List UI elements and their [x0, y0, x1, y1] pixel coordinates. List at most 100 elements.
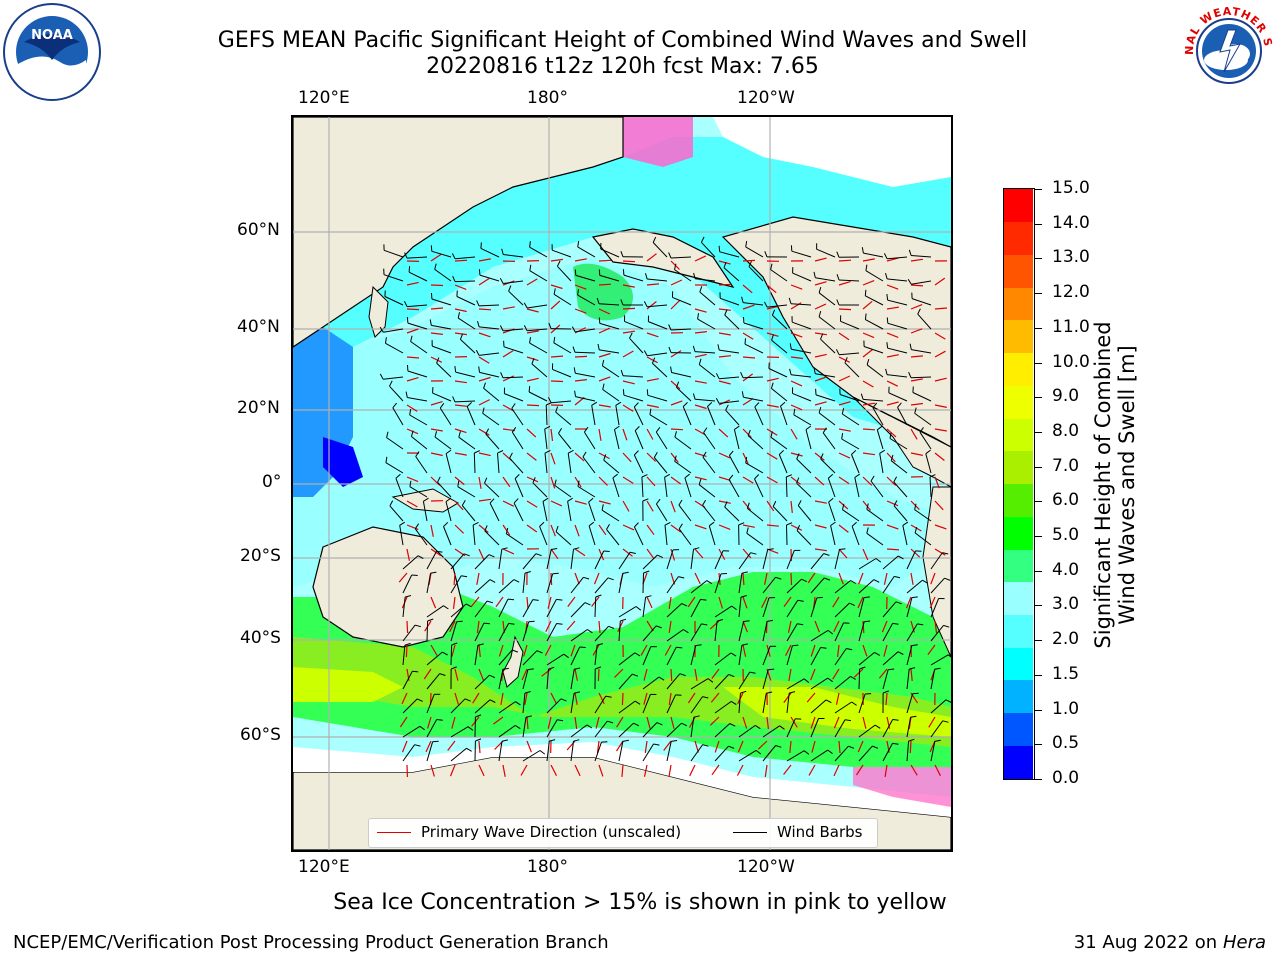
wind-barb-flag	[598, 269, 601, 276]
wave-direction-arrow	[862, 300, 873, 310]
wind-barb	[511, 408, 524, 426]
wave-direction-arrow	[814, 476, 825, 486]
wave-direction-arrow	[550, 380, 564, 383]
wave-direction-arrow	[694, 668, 698, 681]
wind-barb-flag	[603, 550, 610, 552]
wind-barb	[460, 339, 476, 354]
wind-barb	[786, 645, 793, 666]
wind-barb	[450, 698, 466, 714]
wave-direction-arrow	[399, 716, 408, 728]
wave-direction-arrow	[934, 404, 947, 408]
wave-direction-arrow	[886, 380, 899, 387]
land-north-america	[721, 216, 951, 448]
colorbar-tick-mark	[1035, 640, 1042, 642]
wave-direction-arrow	[478, 376, 491, 382]
wave-direction-arrow	[927, 644, 936, 656]
wind-barb	[546, 698, 562, 714]
wind-barb-flag	[922, 579, 928, 584]
wind-barb-flag	[634, 652, 641, 657]
wind-barb	[583, 431, 596, 450]
wave-direction-arrow	[886, 354, 899, 358]
wind-barb	[553, 342, 572, 354]
wind-barb-flag	[734, 425, 740, 430]
wind-barb-flag	[917, 308, 921, 315]
wave-direction-arrow	[454, 284, 467, 290]
wind-barb	[810, 577, 825, 594]
wind-barb-flag	[583, 576, 590, 580]
wind-barb-flag	[692, 345, 696, 352]
wind-barb-flag	[764, 251, 768, 258]
wind-barb-flag	[674, 263, 677, 270]
wave-direction-arrow	[663, 740, 672, 751]
wind-barb-flag	[392, 402, 397, 409]
wind-barb	[618, 722, 634, 738]
wind-barb-flag	[879, 449, 886, 454]
wind-barb	[623, 274, 644, 282]
wind-barb-flag	[622, 739, 629, 742]
wind-barb-flag	[511, 403, 516, 409]
wind-barb-flag	[890, 454, 894, 461]
wind-barb-flag	[702, 451, 707, 458]
graticule	[293, 117, 951, 850]
wind-barb	[606, 529, 620, 546]
wind-barb	[842, 509, 860, 522]
wind-barb	[399, 525, 404, 546]
colorbar-tick-mark	[1035, 397, 1042, 399]
wave-direction-arrow	[598, 308, 611, 315]
wind-barb	[642, 676, 660, 690]
wind-barb	[815, 277, 836, 282]
wave-direction-arrow	[478, 476, 482, 489]
wind-barb-flag	[437, 476, 441, 483]
wind-barb-flag	[743, 620, 750, 622]
wind-barb	[762, 693, 767, 714]
wind-barb	[912, 392, 932, 402]
wind-barb	[858, 668, 861, 690]
wave-direction-arrow	[878, 668, 888, 679]
wind-barb-flag	[909, 343, 912, 350]
wave-direction-arrow	[454, 692, 459, 705]
wave-direction-arrow	[502, 375, 515, 382]
wind-barb	[866, 364, 884, 378]
wind-barb-flag	[646, 389, 649, 396]
colorbar-segment	[1004, 319, 1033, 354]
wave-direction-arrow	[493, 716, 504, 725]
colorbar-segment	[1004, 581, 1033, 615]
wind-barb	[746, 532, 764, 546]
wind-barb	[708, 525, 716, 546]
wave-direction-arrow	[454, 332, 467, 336]
sea-ice-antarctic	[293, 742, 951, 817]
wave-direction-arrow	[910, 304, 923, 310]
wind-barb-flag	[668, 252, 672, 259]
wind-barb-flag	[483, 622, 490, 625]
wind-barb-flag	[445, 497, 452, 503]
wind-barb-flag	[850, 580, 857, 584]
wind-barb-flag	[408, 266, 411, 273]
wave-direction-arrow	[694, 524, 707, 530]
wave-direction-arrow	[814, 620, 820, 633]
wind-barb-flag	[513, 579, 520, 583]
wind-barb	[539, 526, 548, 546]
wave-direction-arrow	[694, 308, 707, 313]
wind-barb	[522, 553, 537, 570]
wind-barb	[642, 625, 657, 642]
wind-barb-flag	[463, 553, 470, 557]
wind-barb	[479, 352, 500, 356]
wind-barb-flag	[622, 269, 625, 276]
wind-barb	[754, 406, 764, 426]
colorbar-tick-mark	[1035, 501, 1042, 503]
wind-barb-flag	[475, 349, 480, 356]
wave-direction-arrow	[910, 378, 923, 382]
wind-barb-flag	[715, 373, 720, 379]
wave-direction-arrow	[718, 308, 731, 311]
wind-barb	[887, 256, 908, 260]
wind-barb-flag	[841, 407, 845, 415]
wave-direction-arrow	[670, 476, 682, 485]
wind-barb	[714, 652, 732, 666]
lat-tick-0: 0°	[262, 472, 282, 492]
wind-barb-flag	[655, 426, 661, 433]
wind-barb-flag	[586, 724, 593, 729]
wind-barb	[670, 256, 692, 259]
wind-barb-flag	[423, 497, 429, 502]
wind-barb	[786, 678, 805, 690]
wind-barb-flag	[724, 309, 728, 316]
